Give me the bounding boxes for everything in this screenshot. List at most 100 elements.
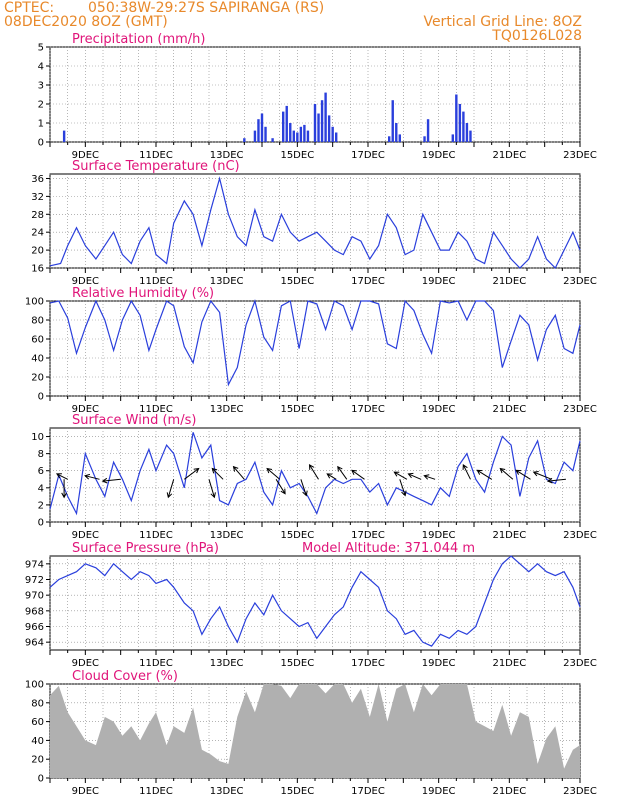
panel-3-ytick-label-4: 80	[31, 316, 44, 327]
panel-1-bar-15	[313, 104, 317, 142]
panel-4-xtick-label-23dec: 23DEC	[563, 530, 597, 541]
panel-3-xtick-label-23dec: 23DEC	[563, 404, 597, 415]
panel-1-bar-18	[324, 92, 327, 142]
panel-5-ytick-label-4: 972	[25, 575, 44, 586]
panel-1-bar-27	[426, 119, 430, 142]
panel-1-bar-31	[462, 111, 465, 142]
panel-4-wind-vector-10	[266, 467, 281, 480]
panel-1-bar-22	[388, 136, 391, 142]
panel-6-xtick-label-23dec: 23DEC	[563, 786, 597, 797]
panel-4-wind-vector-19	[423, 474, 436, 480]
panel-1-bar-25	[398, 134, 401, 142]
panel-4-xtick-label-17dec: 17DEC	[351, 530, 385, 541]
panel-1-ytick-label-2: 2	[38, 100, 44, 111]
panel-3-group: 0 20 40 60 80 100 9DEC 11DEC 13DEC 15DEC 17DEC 19DE…	[25, 286, 597, 415]
panel-6-ytick-label-1: 20	[31, 755, 44, 766]
panel-3-xtick-label-21dec: 21DEC	[492, 404, 526, 415]
panel-1-xtick-label-11dec: 11DEC	[139, 150, 173, 161]
panel-1-xtick-label-19dec: 19DEC	[422, 150, 456, 161]
panel-4-wind-vector-0	[61, 479, 67, 499]
panel-1-bar-14	[306, 130, 310, 142]
panel-3-frame	[49, 300, 581, 397]
panel-1-bar-12	[299, 126, 303, 142]
panel-4-wind-vector-3	[101, 477, 121, 484]
panel-1-ytick-label-4: 4	[38, 62, 44, 73]
panel-3-xtick-label-19dec: 19DEC	[422, 404, 456, 415]
panel-2-xtick-label-23dec: 23DEC	[563, 276, 597, 287]
panel-6-xtick-label-9dec: 9DEC	[72, 786, 99, 797]
panel-5-ytick-label-3: 970	[25, 591, 44, 602]
panel-1-group: 0 1 2 3 4 5 9DEC 11DEC 13DEC 15DEC 17DEC 19DEC 21DEC…	[38, 32, 597, 161]
panel-4-wind-vector-12	[308, 464, 319, 480]
panel-2-xtick-label-9dec: 9DEC	[72, 276, 99, 287]
panel-1-bar-24	[395, 123, 398, 142]
panel-6-ytick-label-3: 60	[31, 717, 44, 728]
panel-1-xtick-label-15dec: 15DEC	[280, 150, 314, 161]
panel-1-bar-17	[320, 100, 324, 142]
panel-4-xtick-label-21dec: 21DEC	[492, 530, 526, 541]
panel-4-wind-vector-22	[499, 467, 514, 480]
panel-5-ytick-label-1: 966	[25, 622, 44, 633]
panel-1-bar-26	[423, 136, 426, 142]
panel-1-bar-13	[303, 124, 306, 142]
panel-1-bar-7	[282, 111, 285, 142]
panel-1-bar-4	[260, 113, 264, 142]
header-grid-note: Vertical Grid Line: 8OZ	[423, 14, 582, 30]
panel-2-xtick-label-13dec: 13DEC	[210, 276, 244, 287]
panel-1-bar-2	[253, 130, 257, 142]
panel-4-wind-vector-6	[208, 479, 216, 499]
panel-4-wind-vector-2	[84, 473, 100, 480]
panel-5-xtick-label-21dec: 21DEC	[492, 658, 526, 669]
header-location: 050:38W-29:27S SAPIRANGA (RS)	[88, 0, 325, 16]
panel-5-xtick-label-19dec: 19DEC	[422, 658, 456, 669]
panel-4-ytick-label-5: 10	[31, 432, 44, 443]
panel-5-line	[49, 555, 581, 647]
panel-2-line	[49, 176, 581, 270]
panel-1-bar-3	[257, 119, 260, 142]
panel-4-wind-vector-18	[407, 472, 422, 480]
panel-4-wind-vector-25	[546, 477, 566, 484]
panel-2-group: 16 20 24 28 32 36 9DEC 11DEC 13DEC 15DEC 17DEC 19DE…	[31, 159, 597, 287]
panel-6-title: Cloud Cover (%)	[72, 669, 178, 684]
panel-6-ytick-label-2: 40	[31, 736, 44, 747]
panel-4-wind-vector-5	[184, 467, 200, 480]
panel-2-xtick-label-17dec: 17DEC	[351, 276, 385, 287]
panel-4-xtick-label-15dec: 15DEC	[280, 530, 314, 541]
panel-5-xtick-label-23dec: 23DEC	[563, 658, 597, 669]
panel-6-xtick-label-13dec: 13DEC	[210, 786, 244, 797]
panel-2-ytick-label-4: 32	[31, 192, 44, 203]
panel-2-xtick-label-11dec: 11DEC	[139, 276, 173, 287]
panel-1-bar-32	[465, 123, 469, 142]
panel-3-ytick-label-3: 60	[31, 335, 44, 346]
panel-4-wind-vector-17	[393, 471, 408, 480]
panel-6-xtick-label-19dec: 19DEC	[422, 786, 456, 797]
panel-4-wind-vector-21	[476, 469, 492, 480]
panel-4-wind-vector-13	[326, 473, 337, 480]
panel-4-ytick-label-1: 2	[38, 500, 44, 511]
panel-1-ytick-label-0: 0	[38, 138, 44, 149]
panel-4-xtick-label-19dec: 19DEC	[422, 530, 456, 541]
panel-6-ytick-label-4: 80	[31, 698, 44, 709]
panel-2-ytick-label-1: 20	[31, 246, 44, 257]
panel-5-xtick-label-13dec: 13DEC	[210, 658, 244, 669]
panel-3-xtick-label-11dec: 11DEC	[139, 404, 173, 415]
panel-4-wind-vector-7	[211, 467, 224, 480]
panel-3-xtick-label-9dec: 9DEC	[72, 404, 99, 415]
panel-3-ytick-label-1: 20	[31, 373, 44, 384]
panel-6-ytick-label-5: 100	[25, 680, 44, 691]
panel-6-xtick-label-15dec: 15DEC	[280, 786, 314, 797]
panel-1-xtick-label-17dec: 17DEC	[351, 150, 385, 161]
panel-2-xtick-label-19dec: 19DEC	[422, 276, 456, 287]
panel-3-ytick-label-2: 40	[31, 354, 44, 365]
panel-4-wind-vector-20	[462, 463, 471, 480]
panel-4-ytick-label-2: 4	[38, 483, 44, 494]
panel-1-bar-29	[455, 94, 458, 142]
panel-4-wind-vector-9	[275, 479, 286, 495]
panel-4-wind-vector-16	[399, 479, 407, 497]
panel-1-ytick-label-3: 3	[38, 81, 44, 92]
panel-4-xtick-label-11dec: 11DEC	[139, 530, 173, 541]
panel-1-ytick-label-1: 1	[38, 119, 44, 130]
panel-4-wind-vector-8	[232, 465, 245, 480]
panel-6-xtick-label-11dec: 11DEC	[139, 786, 173, 797]
